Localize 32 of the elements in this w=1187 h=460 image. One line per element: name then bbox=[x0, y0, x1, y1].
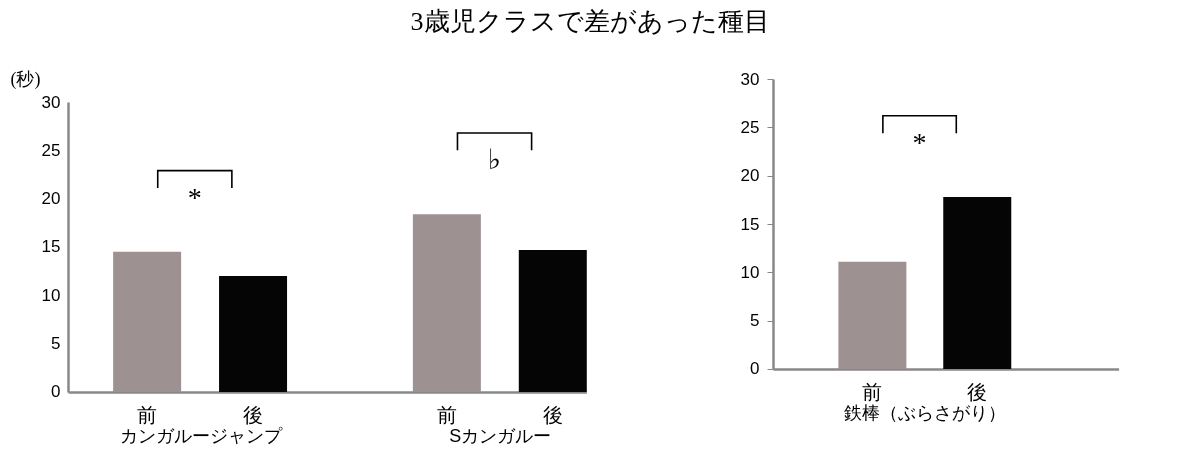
y-tick-label: 30 bbox=[740, 69, 760, 89]
y-tick-label: 5 bbox=[750, 311, 760, 331]
chart-title: 3歳児クラスで差があった種目 bbox=[410, 6, 770, 38]
y-tick-label: 20 bbox=[740, 166, 760, 186]
bar bbox=[113, 251, 182, 392]
y-tick-label: 25 bbox=[41, 140, 61, 160]
series-label: 前 bbox=[137, 404, 158, 426]
series-label: 後 bbox=[243, 404, 264, 426]
text: 前 bbox=[436, 404, 457, 426]
y-tick-label: 25 bbox=[740, 117, 760, 137]
y-axis-title: (秒) bbox=[10, 68, 41, 90]
bar bbox=[518, 249, 587, 392]
y-tick-label: 5 bbox=[51, 334, 61, 354]
text: 後 bbox=[542, 404, 563, 426]
y-tick-label: 15 bbox=[740, 214, 760, 234]
y-tick-label: 0 bbox=[51, 382, 61, 402]
annotation: * bbox=[912, 126, 927, 158]
x-tick-label: 鉄棒（ぶらさがり） bbox=[844, 403, 1007, 424]
bar bbox=[412, 214, 481, 392]
y-tick-label: 30 bbox=[41, 92, 61, 112]
x-tick-label: カンガルージャンプ bbox=[119, 426, 283, 447]
y-tick-label: 10 bbox=[41, 285, 61, 305]
y-tick-label: 0 bbox=[750, 359, 760, 379]
series-label: 後 bbox=[967, 381, 988, 403]
annotation: ♭ bbox=[487, 143, 502, 175]
y-tick-label: 20 bbox=[41, 189, 61, 209]
bar bbox=[219, 276, 288, 392]
series-label: 前 bbox=[862, 381, 883, 403]
annotation: * bbox=[187, 181, 202, 213]
y-tick-label: 15 bbox=[41, 237, 61, 257]
y-tick-label: 10 bbox=[740, 262, 760, 282]
x-tick-label: Sカンガルー bbox=[449, 426, 552, 447]
